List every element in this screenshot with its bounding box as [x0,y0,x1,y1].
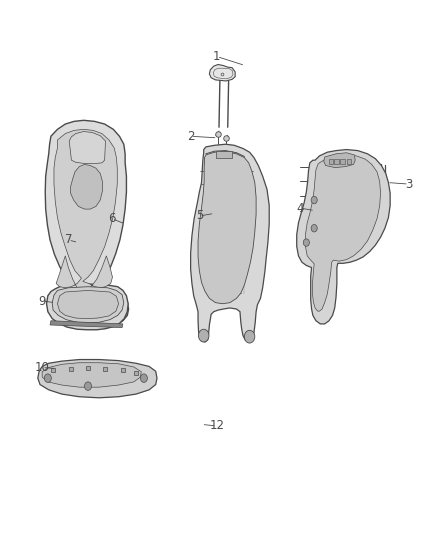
Text: 7: 7 [65,233,72,246]
Text: 3: 3 [405,177,413,191]
Bar [329,159,333,164]
Circle shape [311,196,317,204]
Text: 6: 6 [108,212,116,225]
Circle shape [44,374,51,382]
Circle shape [85,382,92,390]
Bar [334,159,339,164]
Polygon shape [50,321,123,328]
Polygon shape [54,130,117,290]
Polygon shape [46,284,128,330]
Polygon shape [216,151,232,158]
Circle shape [303,239,309,246]
Text: 2: 2 [187,130,194,143]
Polygon shape [42,363,141,387]
Polygon shape [52,287,124,323]
Polygon shape [45,120,129,329]
Polygon shape [324,153,355,167]
Circle shape [198,329,209,342]
Text: 9: 9 [39,295,46,308]
Polygon shape [191,144,269,342]
Text: 4: 4 [296,201,304,214]
Polygon shape [69,132,106,164]
Text: 5: 5 [196,209,203,222]
Polygon shape [71,165,102,209]
Polygon shape [305,155,381,311]
Polygon shape [209,64,235,81]
Text: 10: 10 [35,361,49,374]
Polygon shape [57,290,119,319]
Polygon shape [38,360,157,398]
Polygon shape [198,152,256,304]
Circle shape [141,374,148,382]
Text: 1: 1 [213,50,221,63]
Circle shape [311,224,317,232]
Text: 12: 12 [209,419,224,432]
Bar [347,159,351,164]
Bar [340,159,345,164]
Circle shape [244,330,255,343]
Polygon shape [297,150,390,324]
